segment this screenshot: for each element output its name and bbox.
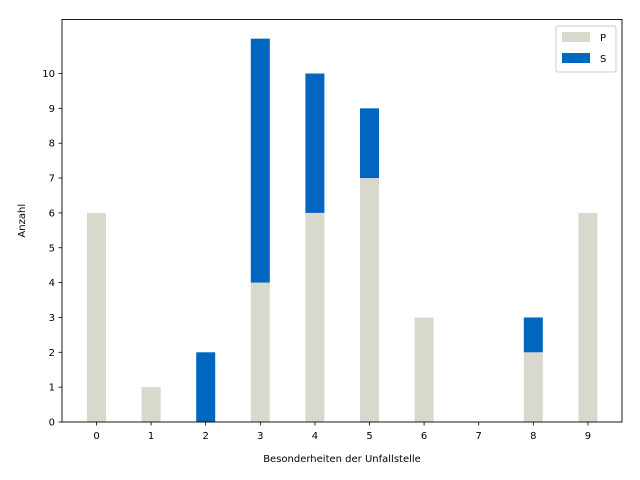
x-tick-label: 4 <box>312 431 318 442</box>
y-tick-label: 4 <box>49 278 55 289</box>
x-tick-label: 6 <box>421 431 427 442</box>
bar-s-3 <box>250 38 270 283</box>
bar-s-4 <box>305 73 325 213</box>
bar-p-6 <box>414 317 434 422</box>
bar-p-5 <box>360 178 379 422</box>
x-tick-label: 5 <box>366 431 372 442</box>
bar-p-8 <box>523 352 543 422</box>
y-tick-label: 0 <box>49 418 55 429</box>
y-tick-label: 7 <box>49 174 55 185</box>
y-tick-label: 1 <box>49 383 55 394</box>
legend-swatch-p <box>562 32 590 42</box>
plot-frame <box>61 19 623 423</box>
x-axis-label: Besonderheiten der Unfallstelle <box>263 454 421 465</box>
legend: P S <box>555 25 617 73</box>
y-tick-label: 9 <box>49 104 55 115</box>
bar-p-9 <box>578 212 598 422</box>
y-tick-label: 10 <box>42 69 55 80</box>
bar-p-1 <box>141 387 161 422</box>
legend-label-p: P <box>600 33 606 44</box>
legend-label-s: S <box>600 54 606 65</box>
x-tick-label: 0 <box>93 431 99 442</box>
x-tick-label: 2 <box>203 431 209 442</box>
bar-s-2 <box>196 352 216 422</box>
bars-layer <box>87 38 598 422</box>
x-tick-label: 1 <box>148 431 154 442</box>
bar-p-3 <box>250 282 270 422</box>
bar-p-0 <box>87 212 106 422</box>
y-tick-label: 8 <box>49 139 55 150</box>
y-axis-ticks: 0 1 2 3 4 5 6 7 8 9 10 <box>42 69 62 429</box>
y-tick-label: 2 <box>49 348 55 359</box>
y-axis-label: Anzahl <box>17 204 28 238</box>
x-tick-label: 9 <box>585 431 591 442</box>
y-tick-label: 5 <box>49 243 55 254</box>
bar-s-8 <box>523 317 543 353</box>
x-axis-ticks: 0 1 2 3 4 5 6 7 8 9 <box>93 422 591 442</box>
legend-swatch-s <box>562 53 590 63</box>
bar-s-5 <box>360 108 379 179</box>
x-tick-label: 3 <box>257 431 263 442</box>
x-tick-label: 7 <box>476 431 482 442</box>
bar-p-4 <box>305 212 325 422</box>
x-tick-label: 8 <box>530 431 536 442</box>
y-tick-label: 6 <box>49 208 55 219</box>
y-tick-label: 3 <box>49 313 55 324</box>
